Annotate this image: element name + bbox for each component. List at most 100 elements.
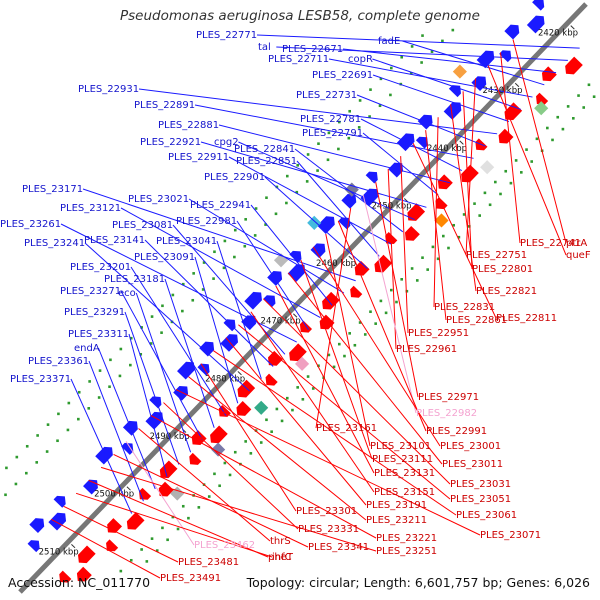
gc-dot (36, 434, 39, 437)
gc-dot (161, 304, 164, 308)
forward-gene-label: PLES_23121 (60, 203, 121, 214)
forward-gene-label: copR (348, 54, 373, 65)
gc-dot (483, 191, 487, 195)
scale-tick-label: 2420 kbp (538, 29, 578, 39)
gc-dot (305, 180, 309, 183)
gc-dot (222, 266, 226, 270)
feature-block (295, 356, 310, 371)
map-footer: Accession: NC_011770 Topology: circular;… (0, 574, 600, 600)
reverse-label-leader (487, 65, 567, 256)
gc-dot (88, 380, 91, 383)
gc-dot (275, 407, 279, 411)
scale-tick (237, 371, 242, 376)
gc-dot (285, 174, 289, 178)
gc-dot (233, 228, 237, 232)
scale-tick (126, 486, 131, 491)
forward-label-leader (276, 46, 568, 61)
forward-gene-glyph (317, 216, 335, 234)
forward-label-leader (256, 34, 580, 49)
reverse-gene-glyph (404, 225, 420, 241)
gc-dot (389, 93, 392, 97)
gc-dot (176, 527, 180, 531)
reverse-gene-glyph (565, 56, 583, 75)
gc-dot (337, 342, 341, 346)
gc-dot (317, 142, 320, 145)
forward-gene-label: tal (258, 42, 271, 53)
gc-dot (306, 153, 310, 156)
forward-label-leader (194, 104, 474, 159)
reverse-label-leader (433, 117, 439, 308)
gc-dot (556, 115, 560, 119)
forward-gene-glyph (504, 24, 520, 40)
forward-gene-glyph (289, 250, 302, 263)
reverse-label-leader (387, 169, 397, 350)
gc-dot (431, 245, 435, 249)
reverse-gene-label: PLES_23071 (480, 530, 541, 541)
gc-dot (327, 353, 331, 357)
gc-dot (265, 418, 268, 422)
gc-dot (384, 311, 388, 315)
gc-dot (259, 441, 263, 444)
gc-dot (467, 225, 471, 228)
gc-dot (253, 234, 257, 237)
forward-label-leader (342, 48, 557, 74)
gc-dot (181, 282, 185, 286)
gc-dot (296, 386, 299, 389)
gc-dot (317, 364, 320, 368)
forward-label-leader (264, 176, 368, 269)
gc-dot (140, 326, 143, 329)
gc-dot (410, 45, 414, 48)
forward-gene-glyph (244, 291, 262, 310)
forward-gene-glyph (27, 540, 40, 553)
scale-tick-label: 2470 kbp (261, 317, 301, 327)
gc-dot (353, 343, 357, 347)
reverse-gene-label: PLES_23211 (366, 515, 427, 526)
scale-tick (514, 82, 520, 88)
forward-gene-glyph (177, 361, 195, 380)
forward-label-leader (84, 242, 250, 392)
scale-tick (348, 255, 353, 260)
forward-label-leader (172, 224, 286, 355)
gc-dot (572, 117, 575, 120)
gc-dot (291, 408, 294, 412)
gc-dot (499, 192, 502, 196)
forward-label-leader (194, 256, 239, 404)
reverse-label-leader (100, 466, 377, 552)
gc-dot (228, 473, 232, 477)
gc-dot (561, 127, 565, 131)
gc-dot (525, 148, 528, 151)
reverse-gene-glyph (76, 566, 92, 582)
reverse-gene-label: PLES_22861 (446, 315, 507, 326)
forward-gene-label: PLES_22931 (78, 84, 139, 95)
label-leaders (50, 34, 580, 579)
reverse-label-leader (400, 156, 409, 334)
reverse-gene-label: PLES_23491 (160, 573, 221, 584)
gc-dot (306, 375, 310, 378)
gc-dot (77, 417, 80, 421)
forward-label-leader (124, 311, 180, 465)
reverse-gene-label: PLES_22831 (434, 302, 495, 313)
gc-dot (592, 95, 596, 99)
reverse-gene-glyph (77, 545, 96, 564)
gc-dot (494, 180, 497, 184)
reverse-gene-label: thrS (270, 536, 291, 547)
forward-gene-label: PLES_22881 (158, 120, 219, 131)
gc-dot (243, 244, 247, 248)
gc-dot (405, 289, 409, 293)
scale-tick-label: 2460 kbp (316, 259, 356, 269)
accession-text: Accession: NC_011770 (8, 575, 151, 590)
gc-dot (395, 300, 398, 304)
gc-dot (166, 538, 169, 542)
gc-dot (285, 201, 288, 205)
reverse-gene-label: PLES_23221 (376, 533, 437, 544)
gc-dot (223, 239, 227, 243)
reverse-label-leader (325, 233, 371, 447)
feature-block (534, 101, 549, 116)
gc-dot (4, 493, 7, 497)
gc-dot (551, 138, 554, 142)
feature-block (211, 442, 226, 457)
gc-dot (265, 196, 268, 200)
gc-dot (478, 214, 481, 217)
feature-block (254, 400, 269, 415)
gc-dot (379, 77, 383, 81)
